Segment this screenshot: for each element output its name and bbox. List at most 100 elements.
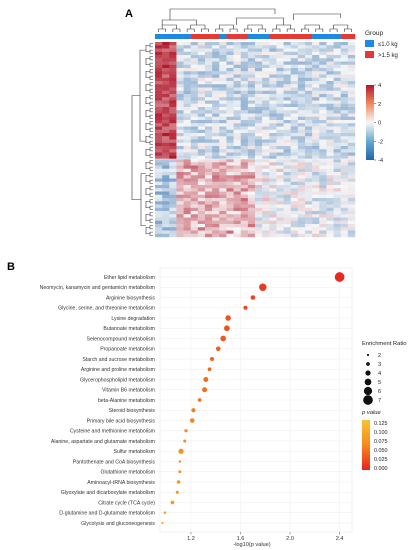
dendrogram-branch	[145, 135, 150, 144]
dendrogram-branch	[149, 199, 153, 204]
heatmap-cell	[212, 214, 220, 218]
heatmap-cell	[247, 58, 256, 62]
dendrogram-branch	[149, 134, 153, 139]
heatmap-cell	[262, 120, 270, 124]
heatmap-cell	[155, 77, 163, 82]
heatmap-cell	[283, 94, 291, 98]
heatmap-cell	[262, 100, 270, 104]
heatmap-cell	[219, 97, 227, 101]
heatmap-cell	[183, 233, 191, 238]
heatmap-cell	[305, 123, 313, 127]
heatmap-cell	[269, 162, 277, 166]
dendrogram-branch	[286, 28, 295, 32]
heatmap-cell	[319, 230, 327, 234]
dendrogram-branch	[149, 231, 153, 236]
heatmap-cell	[340, 220, 349, 225]
heatmap-cell	[262, 159, 270, 163]
heatmap-cell	[283, 42, 291, 46]
heatmap-cell	[197, 207, 206, 212]
heatmap-cell	[276, 77, 284, 82]
heatmap-cell	[319, 139, 327, 143]
heatmap-cell	[305, 107, 313, 111]
pathway-label: Butanoate metabolism	[103, 326, 155, 332]
heatmap-cell	[155, 94, 163, 98]
heatmap-cell	[233, 81, 241, 85]
heatmap-cell	[240, 181, 249, 186]
heatmap-cell	[247, 123, 256, 127]
heatmap-cell	[219, 211, 227, 215]
heatmap-cell	[169, 81, 177, 85]
heatmap-cell	[269, 81, 277, 85]
heatmap-cell	[312, 77, 320, 82]
heatmap-cell	[312, 224, 320, 228]
heatmap-cell	[269, 155, 277, 160]
heatmap-cell	[269, 77, 277, 82]
heatmap-cell	[247, 207, 256, 212]
heatmap-cell	[247, 233, 256, 238]
heatmap-cell	[162, 107, 170, 111]
heatmap-cell	[190, 139, 199, 143]
heatmap-cell	[212, 181, 220, 186]
heatmap-cell	[305, 224, 313, 228]
heatmap-cell	[305, 120, 313, 124]
heatmap-cell	[319, 77, 327, 82]
heatmap-cell	[326, 74, 334, 78]
heatmap-cell	[247, 48, 256, 52]
heatmap-cell	[219, 185, 227, 189]
heatmap-cell	[155, 74, 163, 78]
heatmap-cell	[269, 64, 277, 69]
heatmap-cell	[269, 58, 277, 62]
heatmap-cell	[176, 68, 184, 72]
heatmap-cell	[240, 100, 249, 104]
heatmap-cell	[333, 90, 341, 95]
heatmap-cell	[155, 58, 163, 62]
heatmap-cell	[319, 97, 327, 101]
heatmap-cell	[233, 90, 241, 95]
heatmap-cell	[155, 152, 163, 156]
heatmap-cell	[319, 68, 327, 72]
heatmap-cell	[190, 188, 199, 192]
heatmap-cell	[162, 64, 170, 69]
heatmap-cell	[169, 84, 177, 88]
heatmap-cell	[269, 233, 277, 238]
group-swatch-high	[365, 51, 374, 58]
heatmap-cell	[169, 133, 177, 137]
pathway-label: Vitamin B6 metabolism	[102, 388, 155, 394]
heatmap-cell	[262, 77, 270, 82]
heatmap-cell	[162, 185, 170, 189]
dendrogram-branch	[145, 122, 150, 131]
heatmap-cell	[326, 214, 334, 218]
dendrogram-branch	[149, 62, 153, 67]
heatmap-cell	[326, 81, 334, 85]
heatmap-cell	[247, 165, 256, 169]
heatmap-cell	[269, 214, 277, 218]
dendrogram-branch	[149, 95, 153, 100]
heatmap-cell	[305, 64, 313, 69]
heatmap-cell	[340, 194, 349, 199]
heatmap-cell	[205, 126, 213, 130]
heatmap-cell	[312, 74, 320, 78]
heatmap-cell	[190, 100, 199, 104]
heatmap-cell	[240, 214, 249, 218]
heatmap-cell	[240, 211, 249, 215]
heatmap-cell	[226, 42, 234, 46]
heatmap-cell	[326, 142, 334, 147]
heatmap-cell	[305, 152, 313, 156]
heatmap-cell	[176, 71, 184, 75]
heatmap-cell	[319, 42, 327, 46]
dendrogram-branch	[145, 148, 150, 157]
heatmap-cell	[283, 181, 291, 186]
heatmap-cell	[290, 142, 299, 147]
pathway-label: Starch and sucrose metabolism	[82, 357, 155, 363]
heatmap-cell	[226, 159, 234, 163]
heatmap-cell	[155, 100, 163, 104]
heatmap-cell	[212, 191, 220, 195]
heatmap-cell	[255, 94, 263, 98]
heatmap-cell	[290, 136, 299, 140]
heatmap-cell	[176, 220, 184, 225]
heatmap-cell	[347, 149, 356, 153]
heatmap-cell	[290, 227, 299, 231]
heatmap-cell	[233, 233, 241, 238]
heatmap-cell	[262, 227, 270, 231]
group-cell	[176, 34, 184, 39]
